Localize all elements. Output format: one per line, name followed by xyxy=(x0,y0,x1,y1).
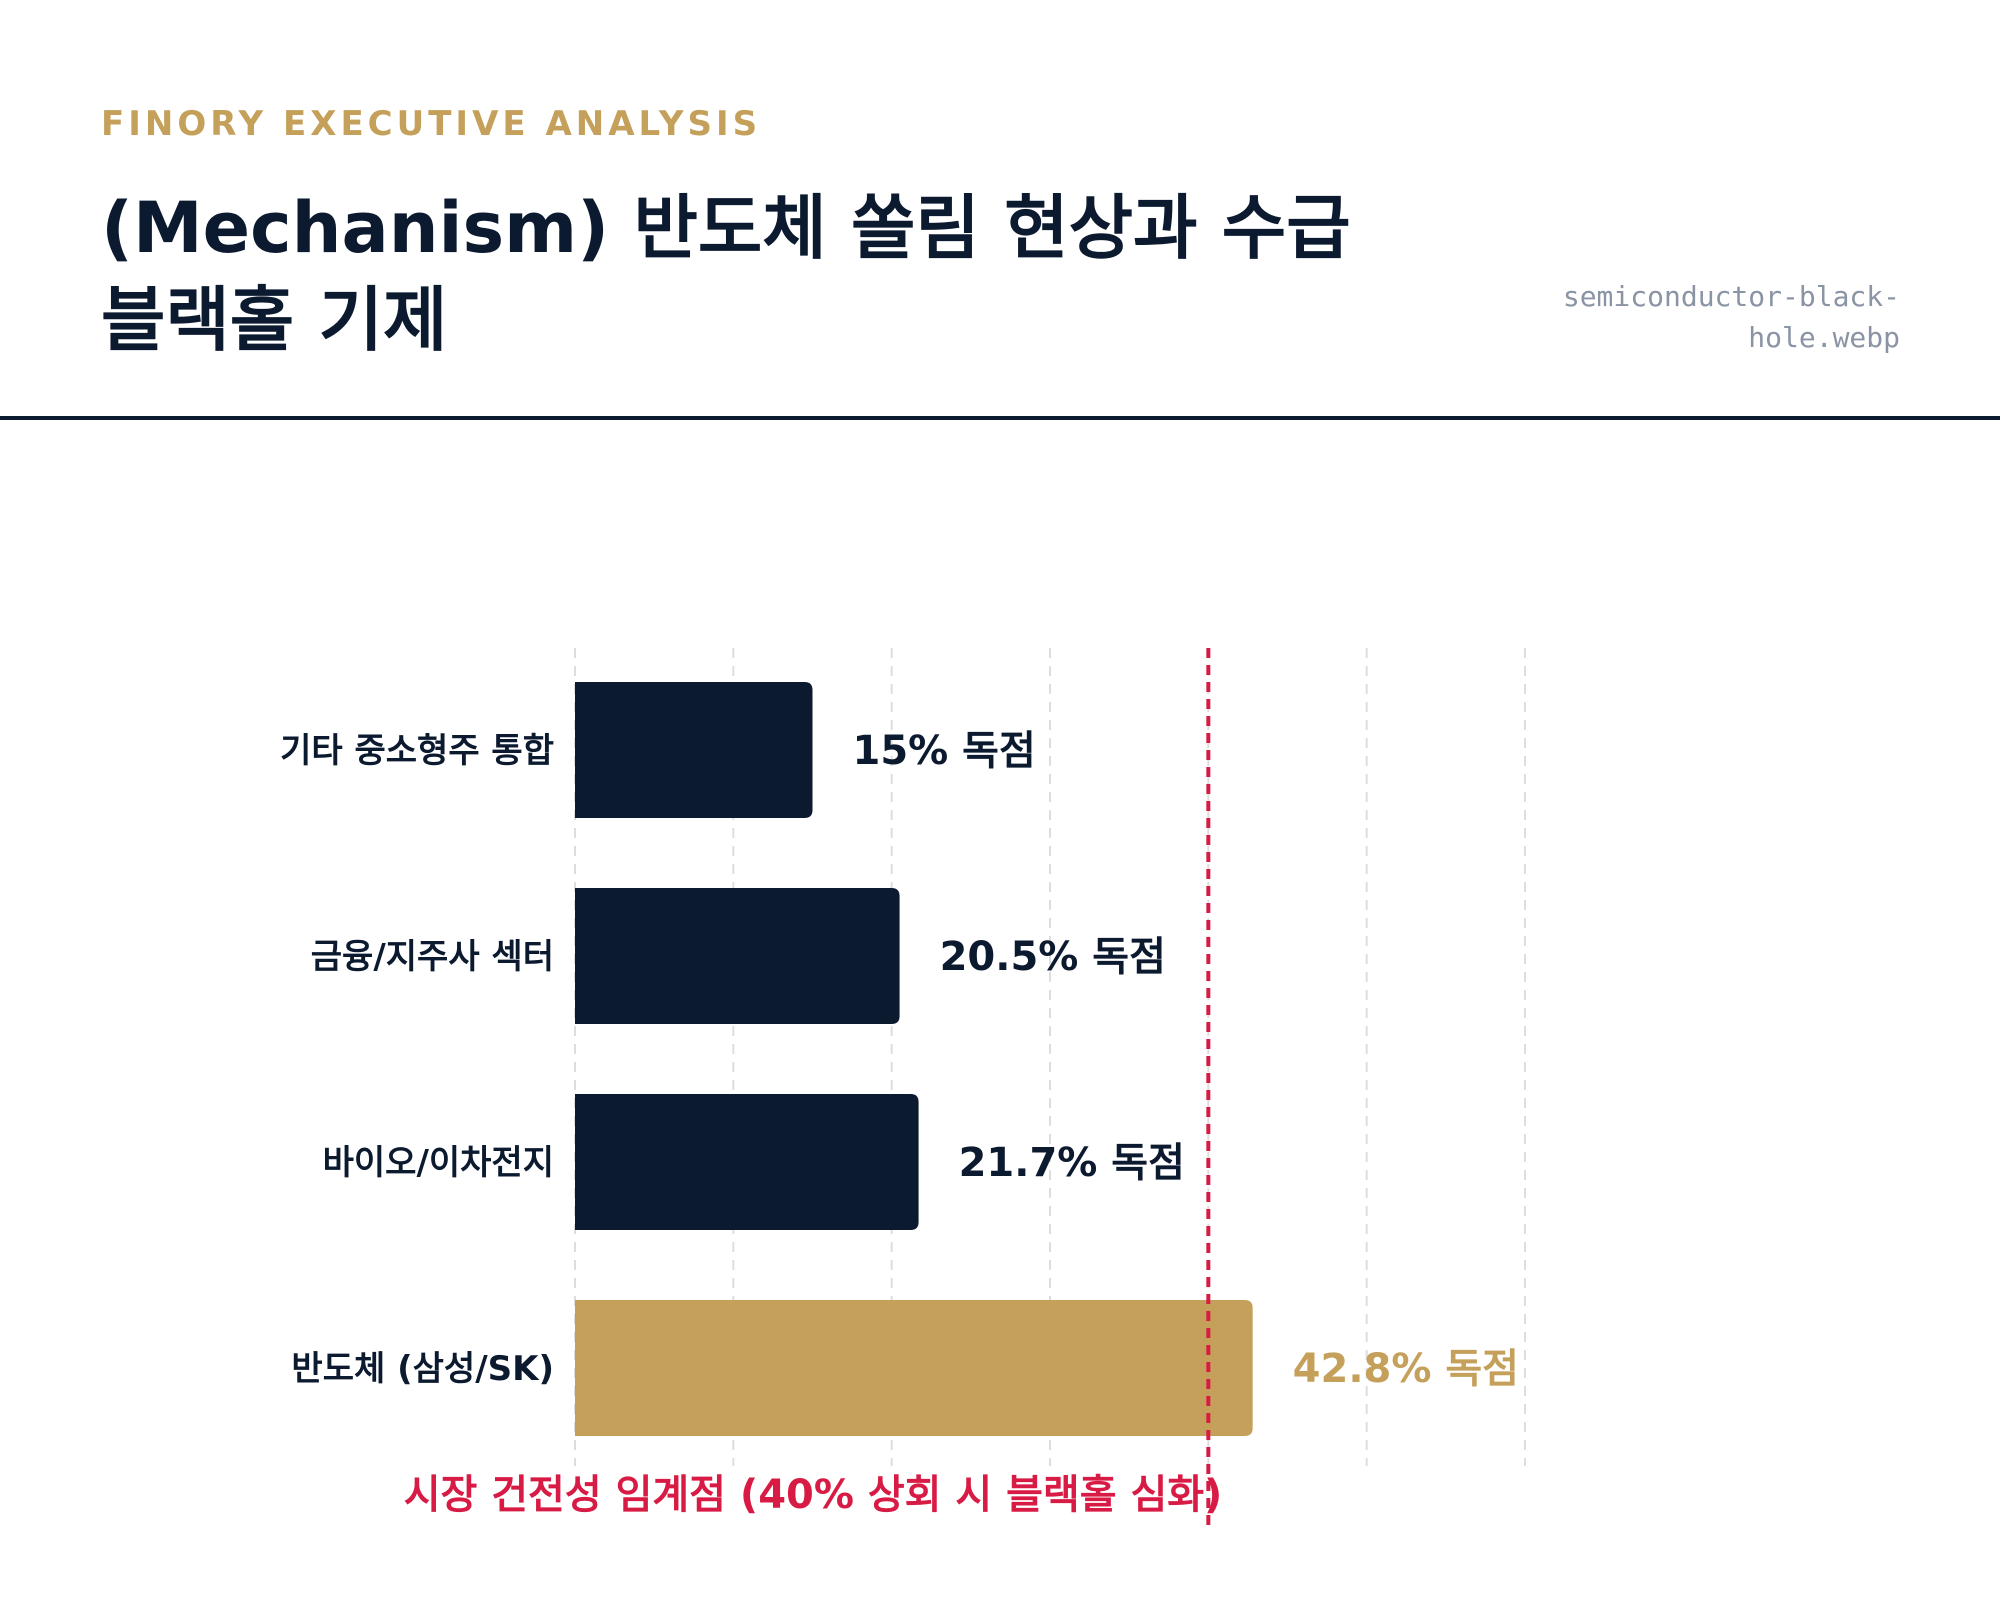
data-label: 42.8% 독점 xyxy=(1293,1346,1519,1392)
bar xyxy=(575,1300,1253,1436)
bars xyxy=(575,682,1253,1436)
page-title-line-2: 블랙홀 기제 xyxy=(101,279,448,361)
page-title-line-1: (Mechanism) 반도체 쏠림 현상과 수급 xyxy=(101,187,1351,269)
category-label: 반도체 (삼성/SK) xyxy=(291,1349,554,1389)
bar xyxy=(575,682,813,818)
data-label: 15% 독점 xyxy=(853,728,1036,774)
filename-line-1: semiconductor-black- xyxy=(1562,280,1900,313)
category-label: 금융/지주사 섹터 xyxy=(311,937,554,977)
data-label: 20.5% 독점 xyxy=(940,934,1166,980)
category-label: 기타 중소형주 통합 xyxy=(280,731,554,771)
header-divider xyxy=(0,416,2000,420)
bar xyxy=(575,888,900,1024)
page-title: (Mechanism) 반도체 쏠림 현상과 수급 블랙홀 기제 xyxy=(101,182,1501,366)
category-label: 바이오/이차전지 xyxy=(323,1143,554,1183)
image-filename: semiconductor-black- hole.webp xyxy=(1500,276,1900,358)
data-label: 21.7% 독점 xyxy=(959,1140,1185,1186)
bar xyxy=(575,1094,919,1230)
eyebrow-label: FINORY EXECUTIVE ANALYSIS xyxy=(101,104,762,144)
threshold: 시장 건전성 임계점 (40% 상회 시 블랙홀 심화) xyxy=(404,648,1223,1525)
filename-line-2: hole.webp xyxy=(1748,321,1900,354)
threshold-label: 시장 건전성 임계점 (40% 상회 시 블랙홀 심화) xyxy=(404,1472,1223,1518)
